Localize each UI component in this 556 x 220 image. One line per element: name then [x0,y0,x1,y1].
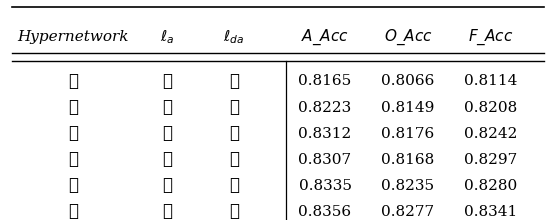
Text: ✓: ✓ [162,203,172,220]
Text: 0.8208: 0.8208 [464,101,518,115]
Text: $\ell_a$: $\ell_a$ [160,29,175,46]
Text: ✓: ✓ [229,203,239,220]
Text: ✓: ✓ [162,151,172,168]
Text: ✓: ✓ [68,177,78,194]
Text: $A\_Acc$: $A\_Acc$ [301,28,349,47]
Text: ✗: ✗ [162,125,172,142]
Text: ✗: ✗ [229,125,239,142]
Text: ✗: ✗ [229,151,239,168]
Text: 0.8335: 0.8335 [299,179,351,193]
Text: 0.8242: 0.8242 [464,126,518,141]
Text: 0.8297: 0.8297 [464,153,518,167]
Text: ✓: ✓ [229,99,239,116]
Text: 0.8114: 0.8114 [464,75,518,88]
Text: ✗: ✗ [162,177,172,194]
Text: 0.8149: 0.8149 [381,101,435,115]
Text: 0.8235: 0.8235 [381,179,435,193]
Text: ✓: ✓ [68,151,78,168]
Text: $O\_Acc$: $O\_Acc$ [384,28,433,47]
Text: 0.8280: 0.8280 [464,179,518,193]
Text: ✗: ✗ [68,99,78,116]
Text: $\ell_{da}$: $\ell_{da}$ [223,29,244,46]
Text: 0.8165: 0.8165 [299,75,351,88]
Text: 0.8277: 0.8277 [381,205,435,219]
Text: 0.8168: 0.8168 [381,153,435,167]
Text: ✗: ✗ [229,73,239,90]
Text: $F\_Acc$: $F\_Acc$ [468,28,514,47]
Text: 0.8223: 0.8223 [299,101,351,115]
Text: ✓: ✓ [68,203,78,220]
Text: ✓: ✓ [162,99,172,116]
Text: 0.8066: 0.8066 [381,75,435,88]
Text: ✓: ✓ [229,177,239,194]
Text: ✗: ✗ [68,73,78,90]
Text: 0.8312: 0.8312 [299,126,351,141]
Text: Hypernetwork: Hypernetwork [18,30,129,44]
Text: 0.8341: 0.8341 [464,205,518,219]
Text: 0.8307: 0.8307 [299,153,351,167]
Text: ✓: ✓ [68,125,78,142]
Text: ✗: ✗ [162,73,172,90]
Text: 0.8176: 0.8176 [381,126,435,141]
Text: 0.8356: 0.8356 [299,205,351,219]
